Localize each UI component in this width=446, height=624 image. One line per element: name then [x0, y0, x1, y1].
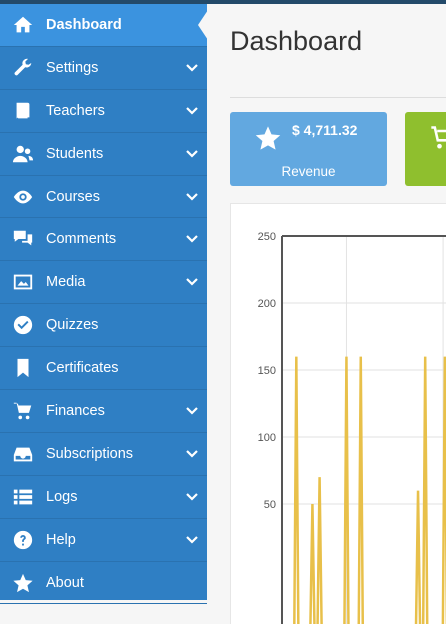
question-icon — [0, 529, 46, 551]
sidebar-item-students[interactable]: Students — [0, 133, 207, 176]
sidebar-item-label: Logs — [46, 488, 78, 505]
header-divider — [230, 97, 446, 98]
sidebar-item-label: Teachers — [46, 102, 105, 119]
sidebar-item-about[interactable]: About — [0, 562, 207, 605]
sidebar-item-label: Media — [46, 274, 86, 291]
sidebar-item-settings[interactable]: Settings — [0, 47, 207, 90]
revenue-card[interactable]: $ 4,711.32 Revenue — [230, 112, 387, 186]
sidebar-item-quizzes[interactable]: Quizzes — [0, 304, 207, 348]
sidebar-item-teachers[interactable]: Teachers — [0, 90, 207, 133]
star-icon — [0, 572, 46, 594]
home-icon — [0, 14, 46, 36]
data-spike-0 — [293, 356, 300, 624]
sidebar-item-label: Students — [46, 145, 104, 162]
cart-icon — [429, 124, 446, 157]
eye-icon — [0, 186, 46, 208]
chevron-down-icon — [177, 64, 207, 72]
image-icon — [0, 271, 46, 293]
sidebar-item-label: Courses — [46, 188, 100, 205]
chevron-down-icon — [177, 278, 207, 286]
star-icon — [254, 124, 282, 157]
comments-icon — [0, 228, 46, 250]
list-icon — [0, 486, 46, 508]
sidebar: Dashboard Settings Teachers Students Courses… — [0, 4, 208, 605]
data-spike-2 — [316, 477, 323, 624]
data-spike-1 — [309, 503, 316, 624]
students-icon — [0, 143, 46, 165]
chevron-down-icon — [177, 235, 207, 243]
y-tick-label: 50 — [264, 499, 276, 511]
bookmark-icon — [0, 357, 46, 379]
wrench-icon — [0, 57, 46, 79]
sidebar-item-dashboard[interactable]: Dashboard — [0, 4, 208, 47]
book-icon — [0, 100, 46, 122]
sidebar-item-logs[interactable]: Logs — [0, 476, 207, 519]
chevron-down-icon — [177, 192, 207, 201]
sidebar-item-certificates[interactable]: Certificates — [0, 347, 207, 391]
sidebar-item-media[interactable]: Media — [0, 261, 207, 305]
cart-icon — [0, 400, 46, 422]
sidebar-item-label: Quizzes — [46, 317, 99, 334]
chevron-down-icon — [177, 492, 207, 501]
main-content: Dashboard $ 4,711.32 Revenue 50 100 150 200… — [207, 4, 446, 624]
sidebar-item-subscriptions[interactable]: Subscriptions — [0, 433, 207, 476]
sidebar-item-label: Settings — [46, 59, 99, 76]
sidebar-item-finances[interactable]: Finances — [0, 390, 207, 433]
sales-card[interactable] — [405, 112, 446, 186]
y-tick-label: 250 — [258, 231, 276, 243]
line-chart: 50 100 150 200 250 — [258, 231, 446, 624]
revenue-value: $ 4,711.32 — [292, 122, 358, 138]
sidebar-item-courses[interactable]: Courses — [0, 176, 207, 219]
chevron-down-icon — [177, 535, 207, 544]
sidebar-item-label: Help — [46, 531, 76, 548]
data-spike-3 — [343, 356, 350, 624]
sidebar-item-comments[interactable]: Comments — [0, 218, 207, 262]
chevron-down-icon — [177, 450, 207, 458]
chevron-down-icon — [177, 149, 207, 158]
data-spike-4 — [357, 356, 365, 624]
data-spike-7 — [441, 356, 446, 624]
revenue-label: Revenue — [281, 164, 336, 179]
data-spike-5 — [414, 490, 422, 624]
y-tick-label: 100 — [258, 432, 276, 444]
sidebar-item-label: About — [46, 574, 84, 591]
page-title: Dashboard — [230, 26, 363, 56]
sidebar-item-label: Comments — [46, 231, 117, 248]
y-tick-label: 150 — [258, 365, 276, 377]
chevron-down-icon — [177, 407, 207, 415]
chevron-down-icon — [177, 106, 207, 115]
sidebar-item-help[interactable]: Help — [0, 519, 207, 562]
check-circle-icon — [0, 314, 46, 336]
data-spike-6 — [421, 356, 429, 624]
chart-panel: 50 100 150 200 250 — [230, 203, 446, 624]
inbox-icon — [0, 443, 46, 465]
top-bar — [0, 0, 446, 4]
sidebar-item-label: Subscriptions — [46, 445, 134, 462]
sidebar-item-label: Dashboard — [46, 16, 122, 33]
sidebar-item-label: Certificates — [46, 360, 119, 377]
y-tick-label: 200 — [258, 298, 276, 310]
sidebar-item-label: Finances — [46, 402, 105, 419]
